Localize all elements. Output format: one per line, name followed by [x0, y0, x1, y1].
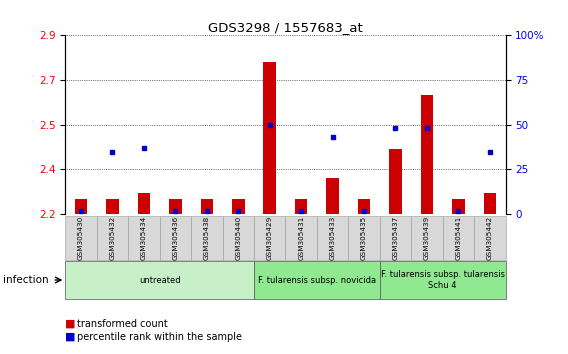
- Bar: [389, 149, 402, 214]
- Text: GSM305440: GSM305440: [235, 216, 241, 260]
- Text: GSM305435: GSM305435: [361, 216, 367, 260]
- Text: F. tularensis subsp. tularensis
Schu 4: F. tularensis subsp. tularensis Schu 4: [381, 270, 504, 290]
- Text: transformed count: transformed count: [77, 319, 168, 329]
- Text: GSM305432: GSM305432: [110, 216, 115, 260]
- Text: ■: ■: [65, 319, 76, 329]
- Text: GSM305433: GSM305433: [329, 216, 336, 260]
- Text: GSM305431: GSM305431: [298, 216, 304, 260]
- Text: ■: ■: [65, 332, 76, 342]
- Text: untreated: untreated: [139, 275, 181, 285]
- Bar: [452, 199, 465, 214]
- Bar: [106, 199, 119, 214]
- Text: GSM305438: GSM305438: [204, 216, 210, 260]
- Text: GSM305437: GSM305437: [392, 216, 399, 260]
- Text: GSM305430: GSM305430: [78, 216, 84, 260]
- Bar: [358, 199, 370, 214]
- Bar: [137, 193, 150, 214]
- Title: GDS3298 / 1557683_at: GDS3298 / 1557683_at: [208, 21, 363, 34]
- Bar: [483, 193, 496, 214]
- Bar: [169, 199, 182, 214]
- Text: GSM305442: GSM305442: [487, 216, 493, 260]
- Bar: [75, 199, 87, 214]
- Bar: [421, 95, 433, 214]
- Bar: [232, 199, 245, 214]
- Text: GSM305439: GSM305439: [424, 216, 430, 260]
- Text: GSM305436: GSM305436: [172, 216, 178, 260]
- Bar: [201, 199, 213, 214]
- Text: GSM305434: GSM305434: [141, 216, 147, 260]
- Text: percentile rank within the sample: percentile rank within the sample: [77, 332, 241, 342]
- Text: GSM305429: GSM305429: [267, 216, 273, 260]
- Bar: [326, 178, 339, 214]
- Bar: [295, 199, 307, 214]
- Text: GSM305441: GSM305441: [456, 216, 461, 260]
- Text: infection: infection: [3, 275, 48, 285]
- Bar: [264, 62, 276, 214]
- Text: F. tularensis subsp. novicida: F. tularensis subsp. novicida: [258, 275, 376, 285]
